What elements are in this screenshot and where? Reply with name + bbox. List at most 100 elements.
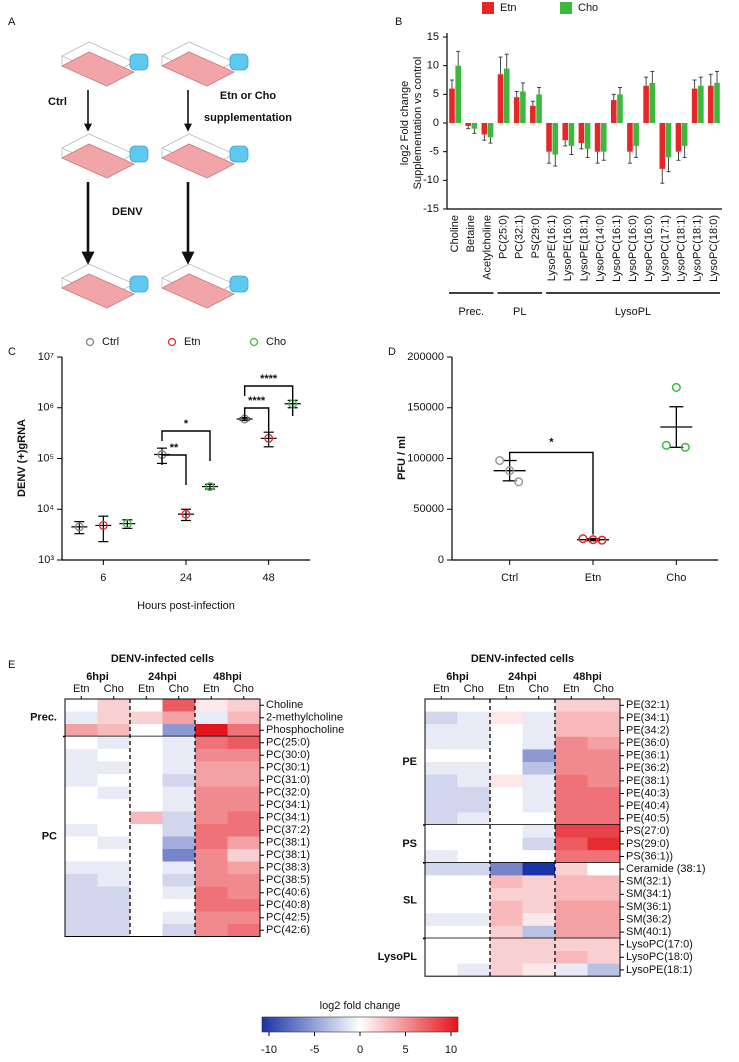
legend-swatch xyxy=(482,2,494,14)
heatmap-cell xyxy=(65,724,98,737)
heatmap-cell xyxy=(162,749,196,762)
heatmap-cell xyxy=(65,824,98,837)
heatmap-cell xyxy=(555,875,588,889)
heatmap-cell xyxy=(490,724,523,738)
row-label: PC(40:8) xyxy=(266,899,310,911)
column-group-label: 24hpi xyxy=(148,671,177,683)
heatmap-cell xyxy=(555,812,588,826)
heatmap-cell xyxy=(162,899,196,912)
significance-label: * xyxy=(184,418,189,430)
heatmap-cell xyxy=(522,850,556,864)
heatmap-cell xyxy=(522,749,556,763)
heatmap-cell xyxy=(555,850,588,864)
row-label: PC(32:0) xyxy=(266,787,310,799)
row-label: PE(34:1) xyxy=(626,712,669,724)
heatmap-cell xyxy=(587,963,621,977)
panel-letter: D xyxy=(388,346,396,358)
row-label: PE(40:5) xyxy=(626,813,669,825)
heatmap-cell xyxy=(65,786,98,800)
heatmap-cell xyxy=(425,762,458,775)
column-label: Cho xyxy=(594,683,614,695)
colorbar-tick-label: 0 xyxy=(357,1044,363,1056)
bar xyxy=(584,123,591,149)
heatmap-cell xyxy=(457,888,491,901)
heatmap-cell xyxy=(522,888,556,901)
row-label: SM(36:2) xyxy=(626,913,671,925)
heatmap-cell xyxy=(195,761,228,775)
heatmap-cell xyxy=(162,911,196,925)
row-label: PE(36:1) xyxy=(626,750,669,762)
row-group-label: LysoPL xyxy=(378,951,418,963)
heatmap-cell xyxy=(457,913,491,927)
legend-label: Etn xyxy=(184,336,201,348)
heatmap-cell xyxy=(130,911,163,925)
heatmap-cell xyxy=(457,938,491,952)
heatmap-cell xyxy=(65,699,98,712)
y-tick-label: 0 xyxy=(438,554,444,566)
colorbar-tick-label: -5 xyxy=(310,1044,320,1056)
heatmap-cell xyxy=(555,825,588,838)
heatmap-cell xyxy=(227,849,261,862)
row-label: PC(42:6) xyxy=(266,924,310,936)
bar xyxy=(665,123,672,158)
legend-marker xyxy=(249,337,259,347)
row-label: LysoPE(18:1) xyxy=(626,964,692,976)
bar xyxy=(552,123,559,155)
heatmap-cell xyxy=(227,861,261,875)
x-tick-label: PS(29:0) xyxy=(530,215,542,258)
row-label: Ceramide (38:1) xyxy=(626,863,705,875)
legend-marker xyxy=(85,337,95,347)
point xyxy=(597,535,607,545)
heatmap-cell xyxy=(130,699,163,712)
heatmap-cell xyxy=(490,812,523,826)
heatmap-cell xyxy=(130,836,163,850)
column-label: Etn xyxy=(73,683,90,695)
heatmap-cell xyxy=(97,749,131,762)
heatmap-cell xyxy=(130,786,163,800)
heatmap-cell xyxy=(457,951,491,964)
row-label: PE(36:2) xyxy=(626,762,669,774)
heatmap-cell xyxy=(227,836,261,850)
heatmap-cell xyxy=(555,913,588,927)
flask-medium xyxy=(161,273,235,309)
bar xyxy=(617,94,623,123)
row-label: PC(42:5) xyxy=(266,912,310,924)
heatmap-cell xyxy=(227,886,261,900)
group-label: PL xyxy=(513,306,526,318)
heatmap-cell xyxy=(490,825,523,838)
heatmap-cell xyxy=(97,761,131,775)
x-tick-label: LysoPE(16:1) xyxy=(546,215,558,281)
bar xyxy=(578,123,585,144)
column-label: Etn xyxy=(563,683,580,695)
heatmap-cell xyxy=(490,938,523,952)
bar xyxy=(714,82,720,123)
x-tick-label: LysoPE(18:1) xyxy=(578,215,590,281)
flask-medium xyxy=(161,143,235,179)
bar xyxy=(503,68,510,123)
heatmap-cell xyxy=(130,724,163,737)
heatmap-cell xyxy=(97,724,131,737)
heatmap-cell xyxy=(425,837,458,851)
heatmap-cell xyxy=(195,824,228,837)
row-group-label: PC xyxy=(42,830,57,842)
heatmap-cell xyxy=(457,925,491,939)
row-label: PC(38:5) xyxy=(266,874,310,886)
x-tick-label: PC(32:1) xyxy=(514,215,526,259)
heatmap-cell xyxy=(130,824,163,837)
heatmap-cell xyxy=(555,888,588,901)
heatmap-cell xyxy=(97,774,131,787)
heatmap-cell xyxy=(162,874,196,887)
bar xyxy=(497,74,504,123)
heatmap-cell xyxy=(130,849,163,862)
point xyxy=(505,466,515,476)
column-group-label: 6hpi xyxy=(86,671,109,683)
heatmap-cell xyxy=(425,875,458,889)
significance-label: **** xyxy=(260,373,278,385)
bar xyxy=(471,123,478,129)
heatmap-cell xyxy=(425,862,458,876)
heatmap-cell xyxy=(490,951,523,964)
heatmap-cell xyxy=(522,774,556,788)
row-label: SM(36:1) xyxy=(626,901,671,913)
column-label: Etn xyxy=(138,683,155,695)
heatmap-cell xyxy=(130,749,163,762)
